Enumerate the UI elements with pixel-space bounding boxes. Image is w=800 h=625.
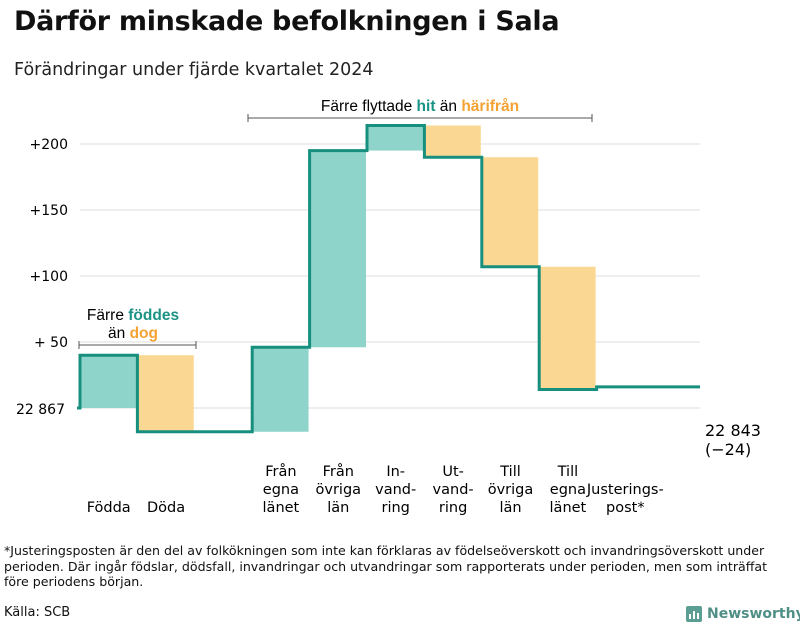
x-tick-label: ring xyxy=(382,500,410,516)
newsworthy-logo: Newsworthy xyxy=(686,604,800,624)
x-tick-label: länet xyxy=(550,500,587,516)
x-tick-label: Ut- xyxy=(442,464,464,480)
x-tick-label: Födda xyxy=(87,500,131,516)
bar-increase xyxy=(81,355,137,408)
x-tick-label: Till xyxy=(499,464,521,480)
bar-increase xyxy=(253,347,309,432)
x-tick-label: vand- xyxy=(433,482,474,498)
x-tick-label: egna xyxy=(550,482,586,498)
start-value-label: 22 867 xyxy=(16,402,65,418)
y-tick-label: +200 xyxy=(30,137,68,153)
source-label: Källa: SCB xyxy=(4,605,71,620)
x-tick-label: övriga xyxy=(316,482,362,498)
births-annotation-bracket xyxy=(78,341,197,349)
x-tick-label: Från xyxy=(265,463,296,480)
migration-annotation-bracket xyxy=(247,114,593,122)
x-tick-label: Från xyxy=(323,463,354,480)
cumulative-line xyxy=(77,124,700,434)
x-tick-label: vand- xyxy=(375,482,416,498)
bar-decrease xyxy=(482,157,539,267)
x-tick-label: övriga xyxy=(488,482,534,498)
x-tick-label: Justerings- xyxy=(586,482,664,498)
end-value-label: 22 843 xyxy=(705,421,761,440)
x-tick-label: Döda xyxy=(147,500,185,516)
waterfall-chart: +200 +150 +100 + 50 Födda Döda Från egna länet F… xyxy=(16,98,761,516)
bar-decrease xyxy=(540,266,596,390)
chart-title: Därför minskade befolkningen i Sala xyxy=(14,6,560,37)
births-annotation-line2: än dog xyxy=(108,325,158,342)
bar-decrease xyxy=(425,125,481,158)
bar-decrease xyxy=(138,355,194,432)
y-tick-label: + 50 xyxy=(34,335,68,351)
y-tick-label: +100 xyxy=(30,269,68,285)
end-change-label: (−24) xyxy=(705,440,751,459)
x-tick-label: län xyxy=(499,500,521,516)
brand-name: Newsworthy xyxy=(707,606,800,622)
births-annotation-line1: Färre föddes xyxy=(87,307,179,324)
x-tick-label: län xyxy=(327,500,349,516)
x-tick-label: In- xyxy=(386,464,405,480)
bar-increase xyxy=(310,150,366,348)
x-tick-label: ring xyxy=(439,500,467,516)
x-tick-label: post* xyxy=(606,500,645,516)
y-tick-label: +150 xyxy=(30,203,68,219)
brand-icon xyxy=(686,606,702,622)
x-tick-label: Till xyxy=(557,464,579,480)
migration-annotation: Färre flyttade hit än härifrån xyxy=(321,98,519,115)
chart-subtitle: Förändringar under fjärde kvartalet 2024 xyxy=(14,60,374,80)
footnote: *Justeringsposten är den del av folkökni… xyxy=(4,543,768,589)
x-tick-label: länet xyxy=(263,500,300,516)
bar-increase xyxy=(368,125,424,151)
x-tick-label: egna xyxy=(263,482,299,498)
